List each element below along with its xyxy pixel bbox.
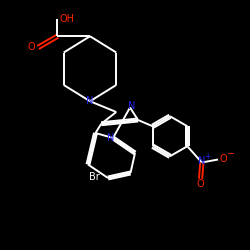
Text: O: O bbox=[197, 179, 204, 189]
Text: O: O bbox=[220, 154, 228, 164]
Text: N: N bbox=[107, 133, 114, 143]
Text: N: N bbox=[198, 156, 205, 166]
Text: N: N bbox=[86, 96, 94, 106]
Text: N: N bbox=[128, 101, 135, 111]
Text: O: O bbox=[28, 42, 36, 52]
Text: Br: Br bbox=[89, 172, 100, 182]
Text: OH: OH bbox=[60, 14, 74, 24]
Text: +: + bbox=[204, 152, 210, 161]
Text: −: − bbox=[226, 150, 235, 160]
